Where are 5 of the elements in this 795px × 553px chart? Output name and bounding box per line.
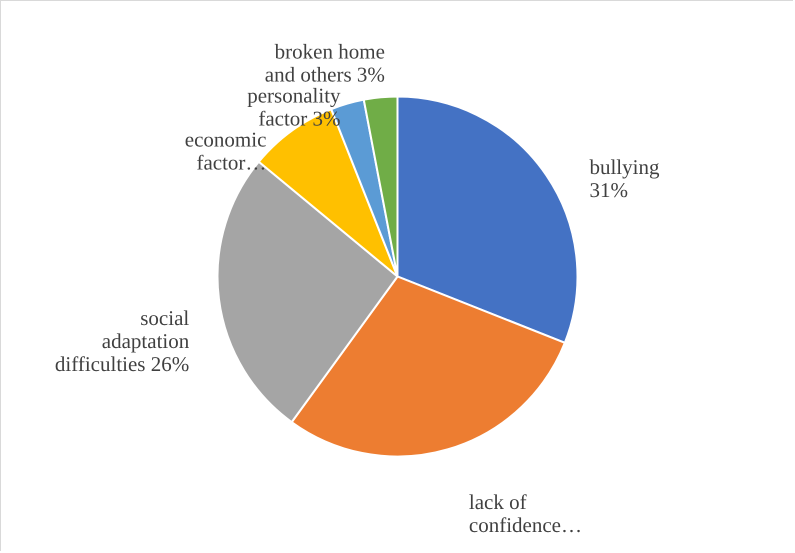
slice-label: bullying bbox=[589, 154, 660, 179]
slice-label: lack of confidence… bbox=[468, 490, 582, 537]
data-label: 31% bbox=[589, 178, 628, 202]
slice-label: economic factor… bbox=[184, 128, 266, 175]
slice-label: social adaptation difficulties 26% bbox=[54, 306, 190, 376]
